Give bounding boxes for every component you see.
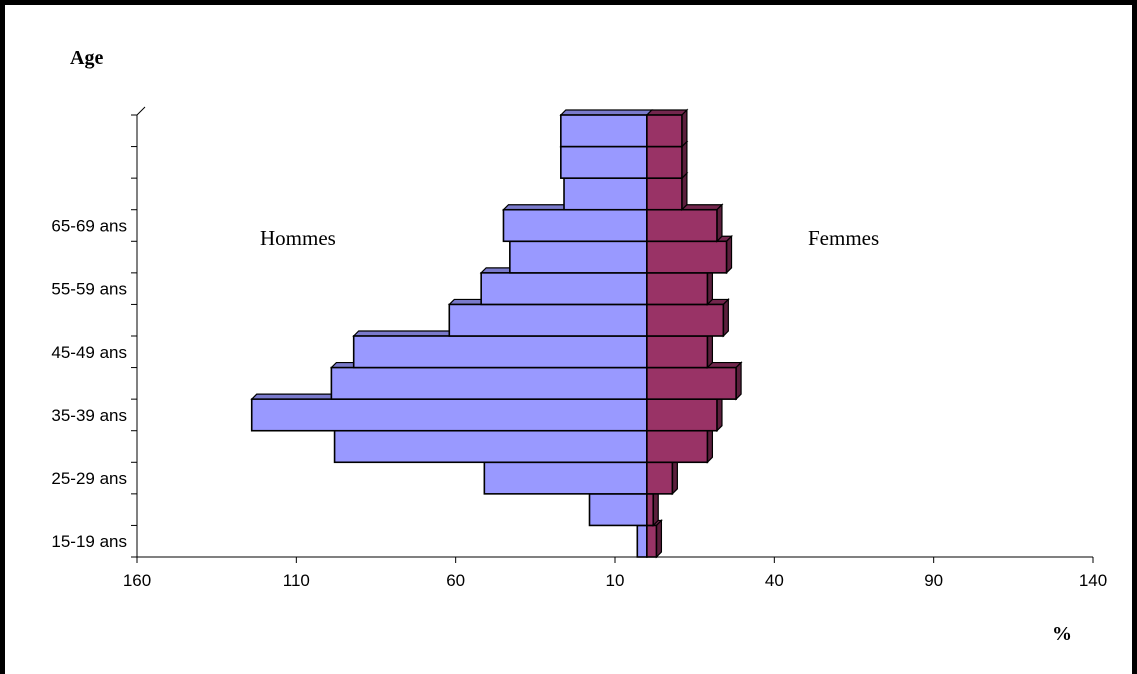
series-label-hommes: Hommes (260, 226, 336, 250)
bar-femmes-60-64 (646, 240, 728, 274)
bar-femmes-70-74 (646, 177, 683, 211)
y-tick-label: 35-39 ans (51, 406, 127, 425)
bar-femmes-55-59 (646, 272, 709, 306)
bar-hommes-65-69 (502, 208, 648, 243)
bar-hommes-20-24 (588, 493, 648, 527)
y-tick-label: 15-19 ans (51, 532, 127, 551)
tick-labels: 160 110 60 10 40 90 140 15-19 ans 25-29 ans 35-39… (51, 217, 1107, 591)
y-tick-label: 25-29 ans (51, 469, 127, 488)
bar-hommes-55-59 (480, 272, 648, 306)
x-tick-label: 160 (123, 571, 151, 590)
bar-hommes-25-29 (483, 461, 648, 495)
series-label-femmes: Femmes (808, 226, 879, 250)
y-axis-depth-line (136, 106, 146, 116)
bar-hommes-40-44 (330, 366, 648, 400)
bar-femmes-20-24 (646, 493, 655, 527)
bar-hommes-45-49 (352, 335, 648, 369)
bar-femmes-45-49 (646, 335, 709, 369)
y-axis-label: Age (70, 47, 103, 69)
bars (250, 108, 743, 559)
bar-hommes-15-19 (636, 524, 648, 558)
x-axis-label: % (1052, 623, 1072, 645)
bar-femmes-30-34 (646, 429, 709, 464)
y-tick-label: 45-49 ans (51, 343, 127, 362)
bar-femmes-35-39 (646, 398, 718, 432)
bar-hommes-35-39 (250, 398, 648, 432)
bar-hommes-50-54 (448, 303, 648, 337)
bar-femmes-40-44 (646, 366, 737, 400)
bar-hommes-30-34 (333, 429, 648, 464)
bar-femmes-80-84 (646, 114, 683, 148)
x-tick-label: 110 (283, 571, 310, 590)
bar-hommes-80-84 (560, 114, 648, 148)
x-tick-label: 90 (924, 571, 943, 590)
bar-hommes-75-79 (560, 145, 648, 179)
y-tick-label: 65-69 ans (51, 217, 127, 236)
bar-hommes-60-64 (509, 240, 648, 274)
x-tick-label: 10 (606, 571, 625, 590)
bar-femmes-25-29 (646, 461, 674, 495)
y-tick-label: 55-59 ans (51, 280, 127, 299)
bar-femmes-75-79 (646, 145, 683, 179)
x-tick-label: 60 (446, 571, 465, 590)
bar-femmes-50-54 (646, 303, 725, 337)
x-tick-label: 140 (1079, 571, 1107, 590)
axes (131, 106, 1094, 563)
x-tick-label: 40 (765, 571, 784, 590)
bar-femmes-65-69 (646, 208, 718, 243)
bar-femmes-15-19 (646, 524, 658, 558)
bar-hommes-70-74 (563, 177, 648, 211)
